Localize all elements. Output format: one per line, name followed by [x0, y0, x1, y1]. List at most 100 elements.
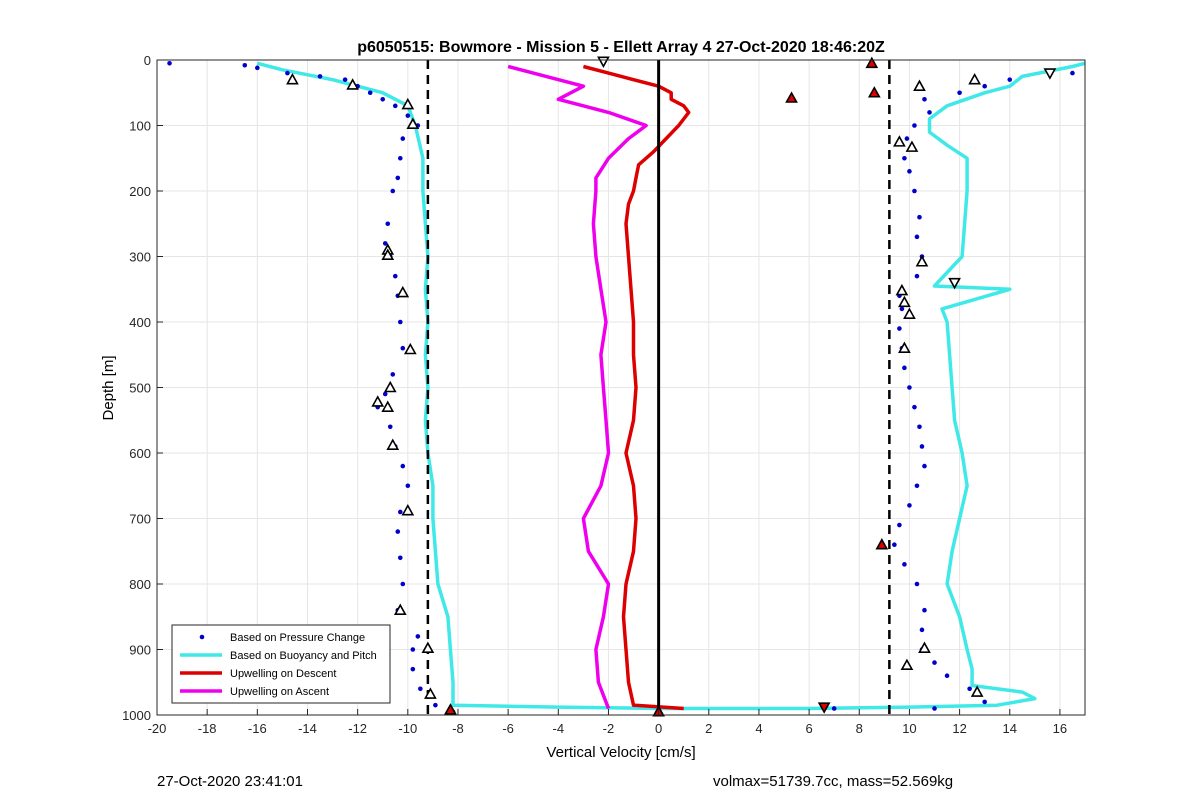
- pressure-change-point: [899, 306, 905, 312]
- y-tick-label: 400: [129, 315, 151, 330]
- y-tick-label: 900: [129, 643, 151, 658]
- plot-area: -20 -18 -16 -14 -12 -10 -8 -6 -4 -2 0 2 4 6 8 10 12 14 16 …: [122, 53, 1086, 736]
- chart-title: p6050515: Bowmore - Mission 5 - Ellett A…: [357, 39, 885, 56]
- triangle-up-marker: [346, 78, 359, 90]
- triangle-up-marker: [905, 140, 919, 152]
- pressure-change-point: [392, 103, 398, 109]
- triangle-up-marker: [875, 538, 889, 550]
- x-tick-label: 6: [805, 721, 812, 736]
- pressure-change-point: [242, 62, 248, 68]
- triangle-up-marker: [867, 86, 881, 98]
- pressure-change-point: [392, 273, 398, 279]
- triangle-up-marker: [865, 56, 879, 69]
- pressure-change-point: [395, 529, 401, 534]
- pressure-change-point: [902, 365, 907, 371]
- y-axis-label: Depth [m]: [100, 355, 117, 420]
- x-tick-label: -18: [198, 721, 217, 736]
- pressure-change-point: [418, 686, 423, 692]
- triangle-up-marker: [970, 685, 984, 697]
- y-tick-label: 700: [129, 512, 151, 527]
- legend-swatch-dots: [199, 634, 205, 640]
- triangle-up-marker: [444, 703, 457, 715]
- pressure-change-point: [919, 627, 925, 633]
- triangle-down-marker: [948, 277, 961, 290]
- pressure-change-point: [917, 214, 922, 220]
- triangle-up-marker: [393, 603, 407, 616]
- pressure-change-point: [932, 706, 937, 711]
- pressure-change-point: [922, 97, 927, 102]
- x-tick-label: 14: [1003, 721, 1017, 736]
- y-tick-label: 800: [129, 577, 151, 592]
- pressure-change-point: [912, 123, 917, 128]
- x-tick-label: -2: [603, 721, 615, 736]
- triangle-down-marker: [817, 702, 831, 714]
- pressure-change-point: [397, 555, 403, 561]
- pressure-change-point: [902, 562, 907, 567]
- pressure-change-point: [380, 97, 386, 102]
- pressure-change-point: [390, 188, 396, 194]
- pressure-change-point: [410, 647, 416, 652]
- pressure-change-point: [892, 542, 897, 547]
- triangle-up-marker: [895, 283, 909, 296]
- pressure-change-point: [405, 113, 411, 118]
- legend-label: Upwelling on Ascent: [230, 686, 329, 698]
- pressure-change-point: [957, 90, 962, 96]
- pressure-change-point: [912, 404, 917, 410]
- pressure-change-point: [317, 74, 323, 79]
- triangle-up-marker: [918, 641, 931, 653]
- reference-lines: [426, 60, 891, 715]
- triangle-up-marker: [898, 341, 911, 354]
- footer-timestamp: 27-Oct-2020 23:41:01: [157, 773, 303, 790]
- x-tick-label: -16: [248, 721, 267, 736]
- pressure-change-point: [400, 581, 406, 587]
- pressure-change-point: [433, 702, 438, 708]
- pressure-change-point: [907, 503, 912, 508]
- x-tick-label: -6: [502, 721, 514, 736]
- triangle-up-marker: [424, 687, 437, 699]
- y-tick-label: 300: [129, 250, 151, 265]
- markers: [286, 56, 1057, 717]
- pressure-change-point: [897, 522, 902, 528]
- triangle-up-marker: [371, 395, 385, 407]
- x-tick-label: 12: [952, 721, 966, 736]
- pressure-change-point: [914, 581, 920, 587]
- pressure-change-point: [831, 706, 837, 711]
- legend: Based on Pressure Change Based on Buoyanc…: [171, 624, 391, 704]
- x-tick-label: 0: [655, 721, 662, 736]
- pressure-change-point: [904, 136, 910, 141]
- x-tick-label: 16: [1053, 721, 1067, 736]
- x-tick-label: -12: [348, 721, 367, 736]
- x-tick-label: -14: [298, 721, 317, 736]
- pressure-change-point: [390, 372, 396, 377]
- pressure-change-point: [342, 77, 348, 82]
- y-axis-ticks: 0 100 200 300 400 500 600 700 800 900 1000: [122, 53, 163, 723]
- x-tick-label: 4: [755, 721, 762, 736]
- triangle-up-marker: [893, 135, 906, 147]
- pressure-change-point: [914, 234, 920, 240]
- pressure-change-point: [919, 444, 925, 449]
- pressure-change-point: [1070, 70, 1075, 76]
- pressure-change-point: [405, 483, 411, 489]
- triangle-up-marker: [421, 641, 435, 653]
- y-tick-label: 0: [144, 53, 151, 68]
- triangle-up-marker: [915, 255, 929, 267]
- pressure-change-point: [397, 155, 403, 161]
- pressure-change-point: [400, 345, 406, 351]
- pressure-change-point: [902, 155, 907, 161]
- legend-label: Based on Pressure Change: [230, 632, 365, 644]
- y-tick-label: 100: [129, 119, 151, 134]
- pressure-change-point: [927, 110, 932, 115]
- triangle-up-marker: [383, 380, 397, 393]
- x-tick-label: 10: [902, 721, 916, 736]
- triangle-up-marker: [403, 342, 417, 355]
- triangle-down-marker: [1043, 68, 1057, 80]
- pressure-change-point: [967, 686, 972, 692]
- pressure-change-point: [415, 634, 421, 639]
- pressure-change-point: [982, 83, 987, 89]
- triangle-up-marker: [396, 285, 410, 298]
- pressure-change-point: [907, 169, 912, 174]
- pressure-change-point: [410, 666, 416, 672]
- upwelling-on-descent-line: [582, 64, 691, 711]
- pressure-change-point: [395, 175, 401, 181]
- triangle-up-marker: [401, 97, 415, 110]
